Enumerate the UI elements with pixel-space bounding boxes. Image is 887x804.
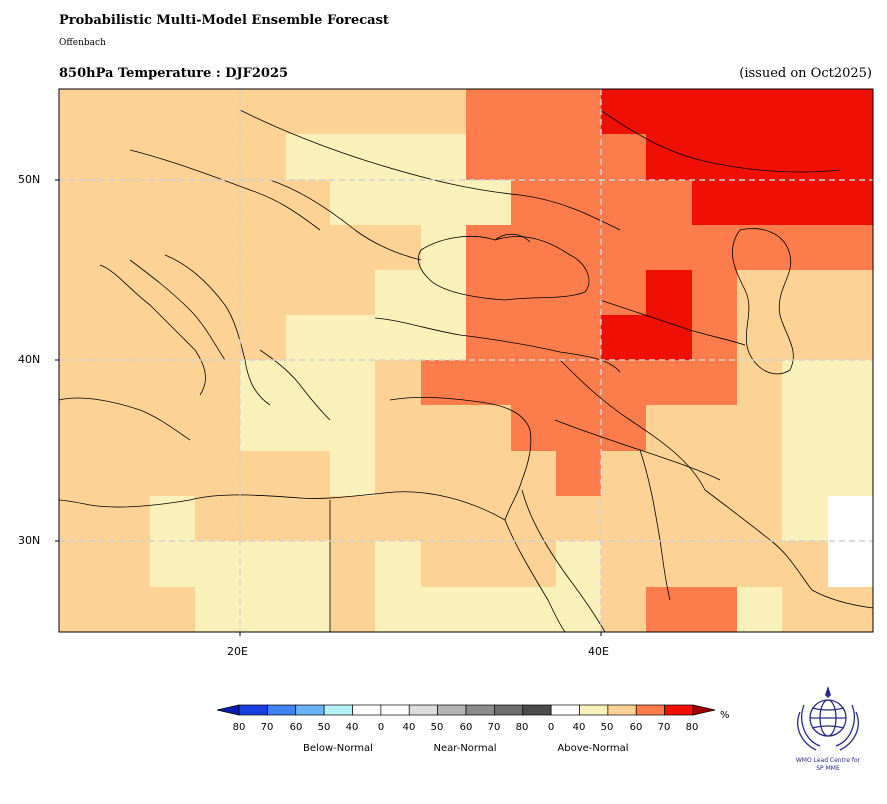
colorbar-cell xyxy=(522,704,552,716)
colorbar-cell xyxy=(664,704,694,716)
colorbar-cell xyxy=(267,704,297,716)
colorbar-category: Above-Normal xyxy=(557,743,629,754)
colorbar-label: 40 xyxy=(345,722,359,733)
colorbar-cell xyxy=(352,704,382,716)
x-tick-label: 40E xyxy=(588,645,609,658)
colorbar-label: 70 xyxy=(487,722,501,733)
logo-caption: WMO Lead Centre for SP MME xyxy=(783,757,873,773)
colorbar-label: 50 xyxy=(430,722,444,733)
colorbar-label: 50 xyxy=(317,722,331,733)
colorbar-label: 0 xyxy=(547,722,555,733)
colorbar-cell xyxy=(494,704,524,716)
colorbar-cell xyxy=(238,704,268,716)
colorbar-label: 60 xyxy=(629,722,643,733)
colorbar-cell xyxy=(437,704,467,716)
y-tick-label: 50N xyxy=(18,173,41,186)
y-tick-label: 40N xyxy=(18,353,41,366)
colorbar-cell xyxy=(408,704,438,716)
colorbar-cell xyxy=(465,704,495,716)
colorbar-label: 70 xyxy=(657,722,671,733)
colorbar-label: 60 xyxy=(289,722,303,733)
logo-caption-line: SP MME xyxy=(816,765,840,772)
coastlines xyxy=(59,109,873,632)
colorbar-cell xyxy=(295,704,325,716)
colorbar-unit: % xyxy=(720,710,730,721)
colorbar-label: 80 xyxy=(515,722,529,733)
colorbar-cell xyxy=(579,704,609,716)
axis-ticks xyxy=(55,179,602,636)
colorbar-cells xyxy=(238,704,694,716)
issued-date: (issued on Oct2025) xyxy=(739,66,872,81)
colorbar-label: 40 xyxy=(402,722,416,733)
figure-subtitle: Offenbach xyxy=(59,38,106,48)
colorbar-cell xyxy=(380,704,410,716)
gridlines xyxy=(59,89,873,632)
x-tick-label: 20E xyxy=(227,645,248,658)
y-tick-label: 30N xyxy=(18,534,41,547)
wmo-logo-icon xyxy=(797,686,859,751)
colorbar-left-arrow xyxy=(216,704,240,716)
colorbar-category: Below-Normal xyxy=(303,743,373,754)
colorbar-label: 80 xyxy=(685,722,699,733)
colorbar xyxy=(216,704,716,716)
colorbar-label: 70 xyxy=(260,722,274,733)
colorbar-label: 80 xyxy=(232,722,246,733)
colorbar-label: 50 xyxy=(600,722,614,733)
colorbar-cell xyxy=(635,704,665,716)
colorbar-right-arrow xyxy=(692,704,716,716)
variable-title: 850hPa Temperature : DJF2025 xyxy=(59,66,289,81)
colorbar-cell xyxy=(323,704,353,716)
colorbar-label: 0 xyxy=(377,722,385,733)
figure-title: Probabilistic Multi-Model Ensemble Forec… xyxy=(59,13,389,28)
colorbar-category: Near-Normal xyxy=(433,743,497,754)
colorbar-label: 60 xyxy=(459,722,473,733)
colorbar-cell xyxy=(607,704,637,716)
colorbar-cell xyxy=(550,704,580,716)
colorbar-label: 40 xyxy=(572,722,586,733)
logo-caption-line: WMO Lead Centre for xyxy=(795,757,861,764)
